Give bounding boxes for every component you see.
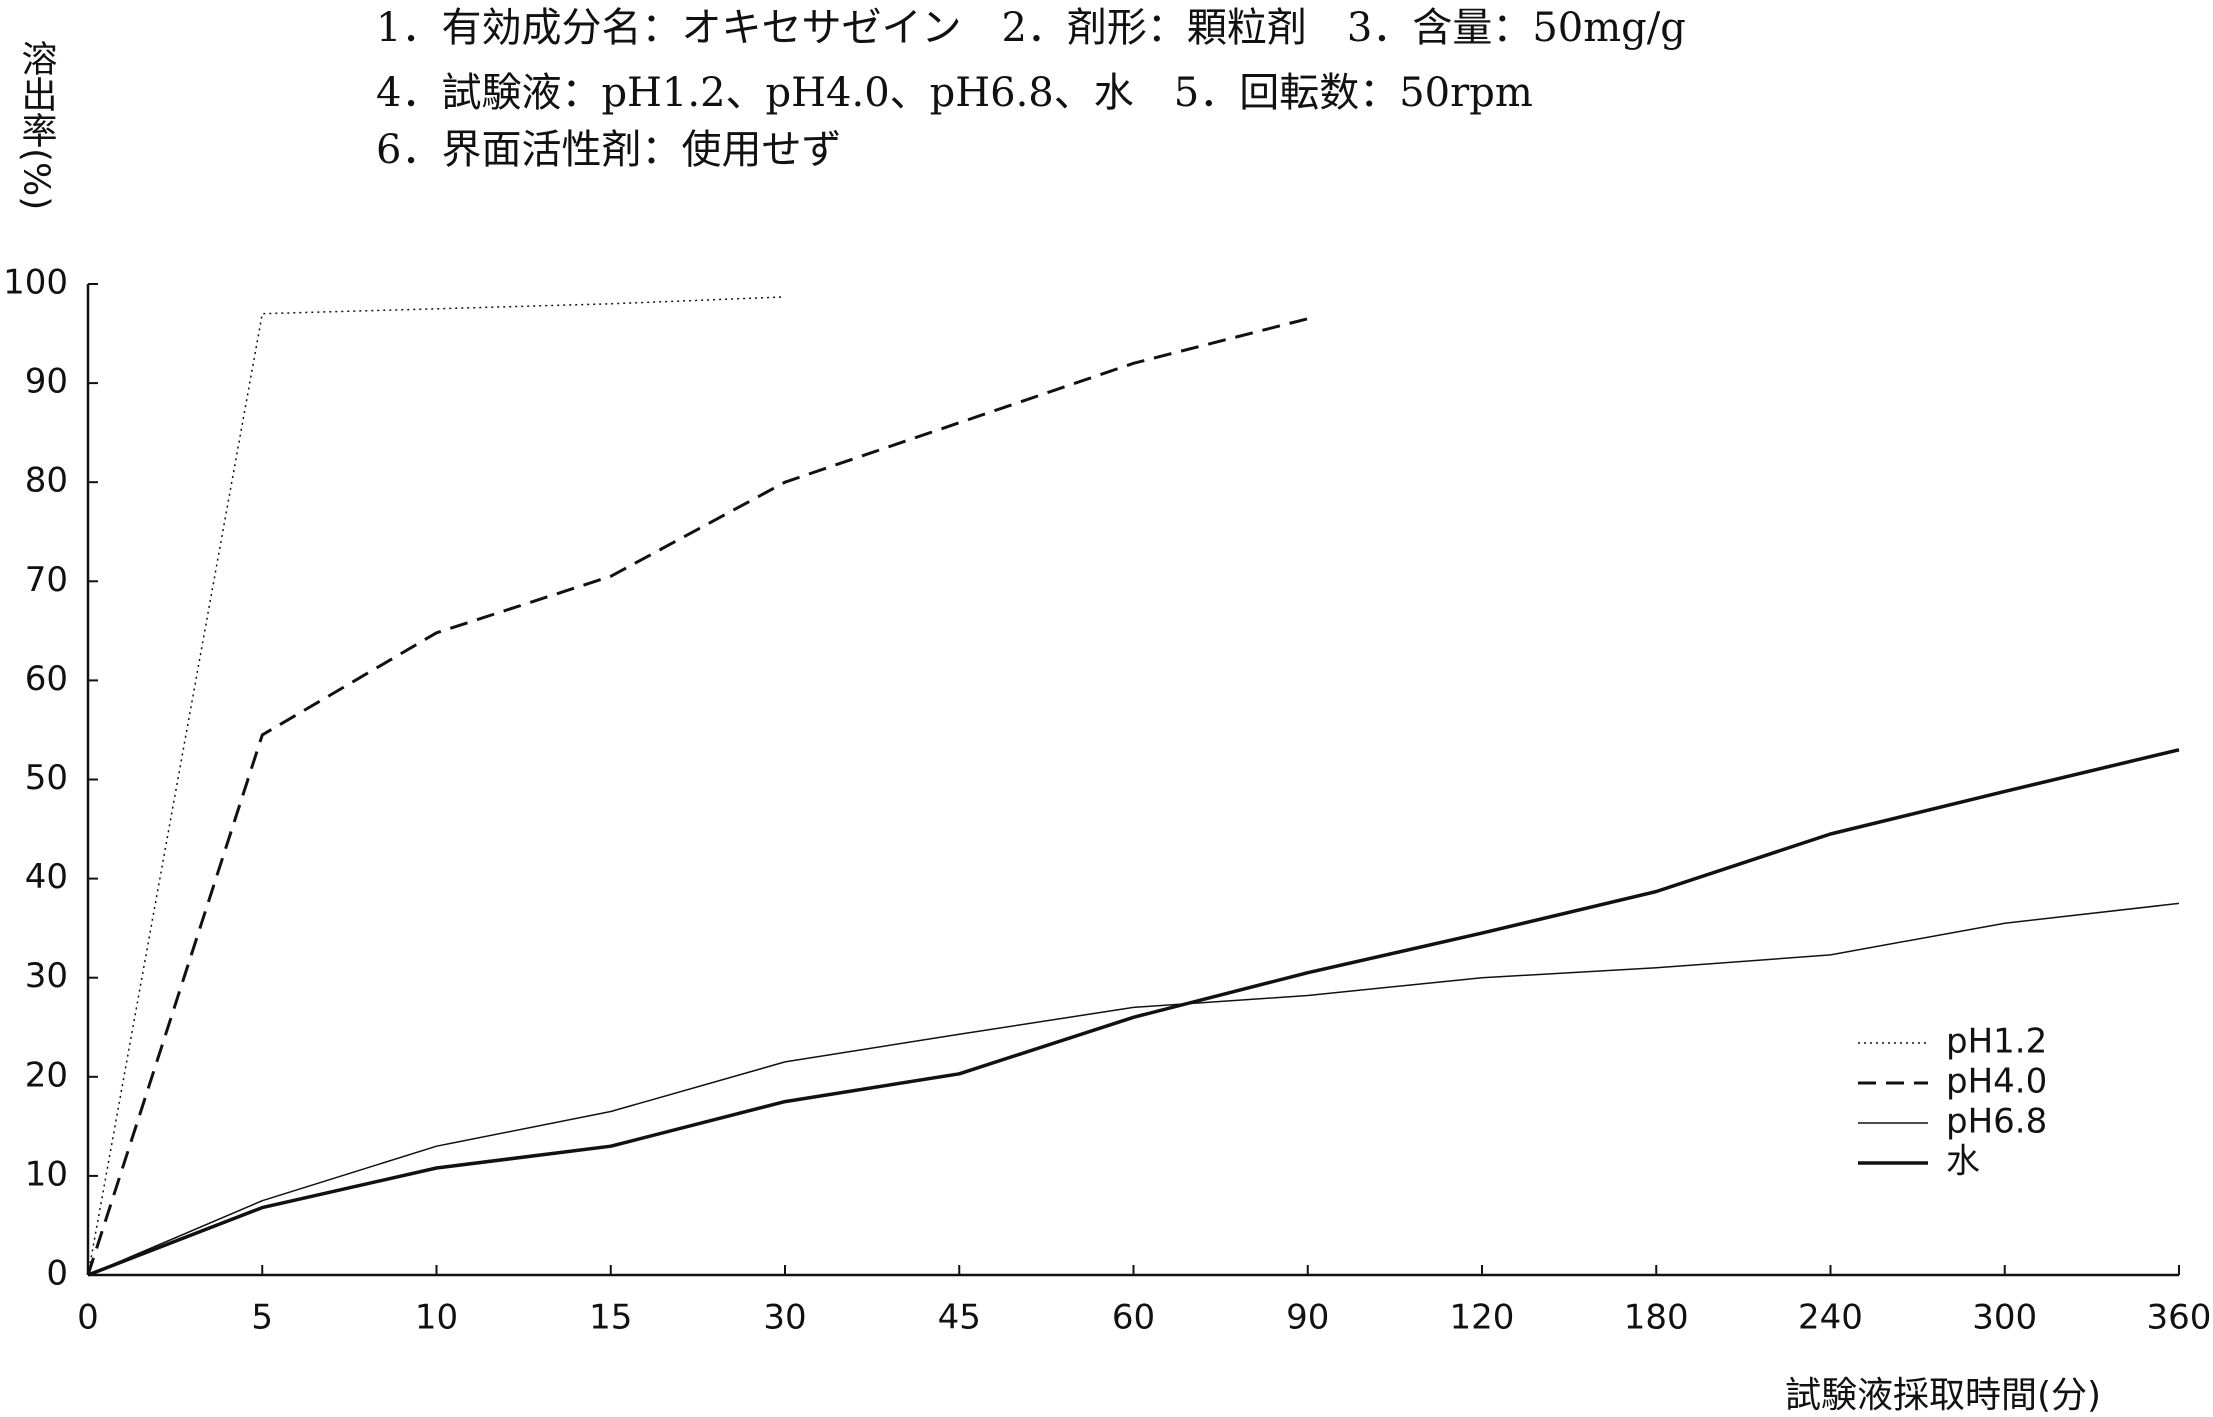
- y-tick-label: 30: [25, 956, 68, 996]
- y-tick-label: 20: [25, 1055, 68, 1095]
- x-tick-label: 90: [1286, 1298, 1329, 1338]
- note: 4．試験液：pH1.2、pH4.0、pH6.8、水 5．回転数：50rpm: [376, 70, 1533, 116]
- x-tick-label: 15: [589, 1298, 632, 1338]
- legend-label: pH1.2: [1946, 1022, 2047, 1062]
- note: 6．界面活性剤：使用せず: [376, 127, 841, 173]
- legend-label: 水: [1946, 1142, 1980, 1182]
- x-axis-title: 試験液採取時間(分): [1785, 1375, 2101, 1416]
- x-tick-label: 60: [1112, 1298, 1155, 1338]
- y-tick-label: 100: [3, 263, 68, 303]
- series-line: [86, 317, 1309, 1276]
- x-tick-label: 45: [938, 1298, 981, 1338]
- x-tick-label: 30: [763, 1298, 806, 1338]
- x-tick-label: 120: [1450, 1298, 1515, 1338]
- y-tick-label: 40: [25, 857, 68, 897]
- x-tick-label: 180: [1624, 1298, 1689, 1338]
- note: 1．有効成分名：オキセサゼイン 2．剤形：顆粒剤 3．含量：50mg/g: [376, 5, 1686, 51]
- legend-label: pH6.8: [1946, 1102, 2047, 1142]
- y-tick-label: 50: [25, 758, 68, 798]
- x-tick-label: 5: [251, 1298, 273, 1338]
- x-tick-label: 360: [2147, 1298, 2212, 1338]
- x-tick-label: 300: [1972, 1298, 2037, 1338]
- y-tick-label: 80: [25, 461, 68, 501]
- series-line: [87, 902, 2180, 1276]
- x-tick-label: 0: [77, 1298, 99, 1338]
- x-tick-label: 10: [415, 1298, 458, 1338]
- y-tick-label: 10: [25, 1154, 68, 1194]
- x-tick-label: 240: [1798, 1298, 1863, 1338]
- series-line: [87, 748, 2180, 1277]
- y-tick-label: 0: [46, 1254, 68, 1294]
- y-tick-label: 60: [25, 659, 68, 699]
- y-tick-label: 90: [25, 362, 68, 402]
- legend-label: pH4.0: [1946, 1062, 2047, 1102]
- y-tick-label: 70: [25, 560, 68, 600]
- y-axis-title: 溶出率(%): [16, 40, 57, 211]
